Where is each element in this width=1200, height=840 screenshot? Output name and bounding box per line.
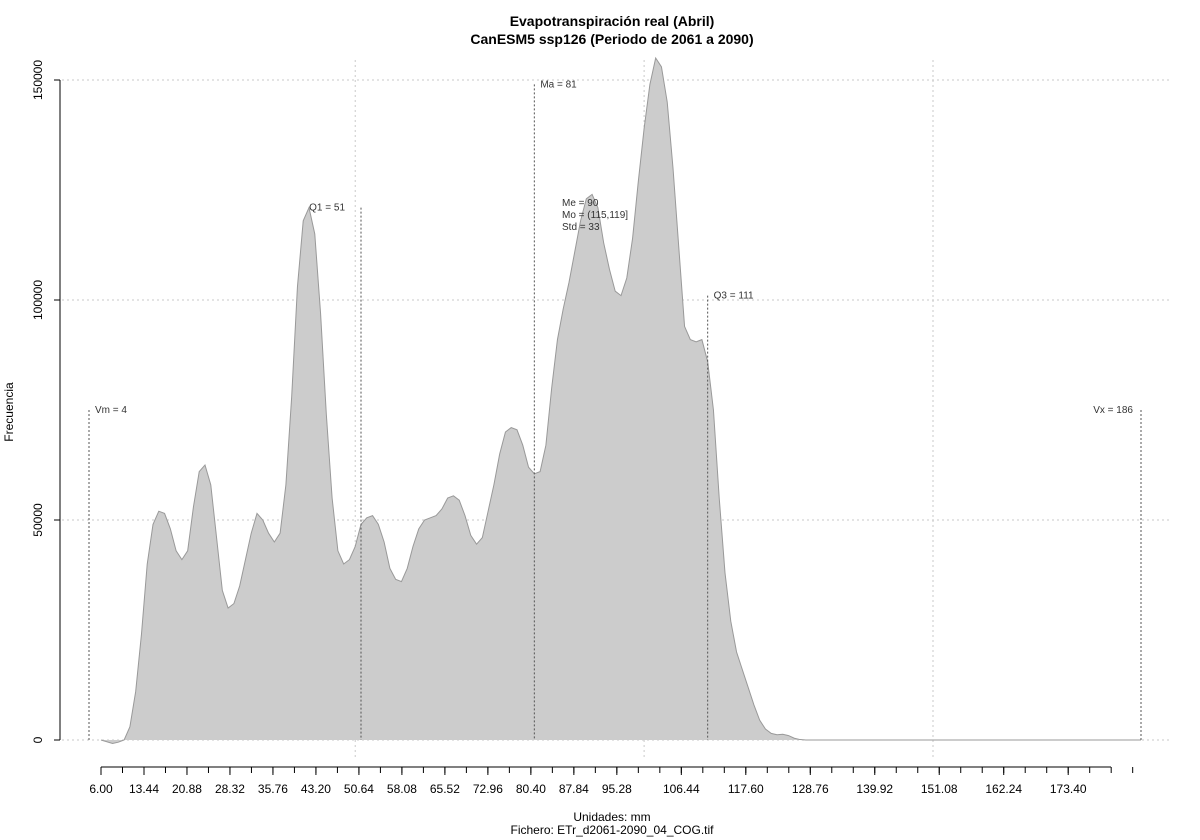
ref-label-4: Vx = 186: [1093, 405, 1133, 416]
y-tick-label-1: 50000: [31, 503, 45, 537]
x-tick-label-5: 43.20: [301, 782, 331, 796]
y-tick-label-0: 0: [31, 736, 45, 743]
x-tick-label-1: 13.44: [129, 782, 159, 796]
x-tick-label-14: 117.60: [728, 782, 764, 796]
y-tick-label-3: 150000: [31, 60, 45, 100]
x-tick-label-13: 106.44: [663, 782, 700, 796]
axes: 0 50000 100000 150000 6.00 13.44 20.88 28.32 35.…: [31, 60, 1134, 796]
density-outline: [100, 56, 1141, 745]
x-tick-label-11: 87.84: [559, 782, 589, 796]
x-tick-label-9: 72.96: [473, 782, 503, 796]
ref-label-3: Q3 = 111: [714, 291, 754, 302]
y-tick-label-2: 100000: [31, 280, 45, 320]
x-tick-label-4: 35.76: [258, 782, 288, 796]
density-fill: [101, 58, 1141, 744]
y-axis-label: Frecuencia: [2, 382, 16, 442]
x-axis-label: Unidades: mm: [573, 810, 650, 824]
x-tick-label-8: 65.52: [430, 782, 460, 796]
x-tick-label-19: 173.40: [1050, 782, 1087, 796]
x-tick-label-2: 20.88: [172, 782, 202, 796]
ref-label-2: Ma = 81: [540, 79, 577, 90]
stat-me: Me = 90: [562, 198, 599, 209]
x-tick-label-10: 80.40: [516, 782, 546, 796]
ref-label-1: Q1 = 51: [309, 203, 345, 214]
stat-std: Std = 33: [562, 222, 600, 233]
x-tick-label-16: 139.92: [856, 782, 893, 796]
stat-mo: Mo = (115,119]: [562, 210, 628, 221]
density-area: [100, 56, 1141, 745]
x-tick-label-0: 6.00: [89, 782, 113, 796]
x-tick-label-6: 50.64: [344, 782, 374, 796]
reference-lines: Vm = 4 Q1 = 51 Ma = 81 Q3 = 111 Vx = 186: [88, 79, 1142, 740]
x-tick-label-7: 58.08: [387, 782, 417, 796]
chart-title: Evapotranspiración real (Abril): [510, 13, 715, 29]
x-tick-label-18: 162.24: [985, 782, 1022, 796]
chart-subtitle: CanESM5 ssp126 (Periodo de 2061 a 2090): [470, 31, 753, 47]
x-tick-label-12: 95.28: [602, 782, 632, 796]
x-tick-label-3: 28.32: [215, 782, 245, 796]
x-tick-label-15: 128.76: [792, 782, 829, 796]
x-tick-label-17: 151.08: [921, 782, 958, 796]
file-caption: Fichero: ETr_d2061-2090_04_COG.tif: [511, 823, 715, 837]
ref-label-0: Vm = 4: [95, 405, 127, 416]
